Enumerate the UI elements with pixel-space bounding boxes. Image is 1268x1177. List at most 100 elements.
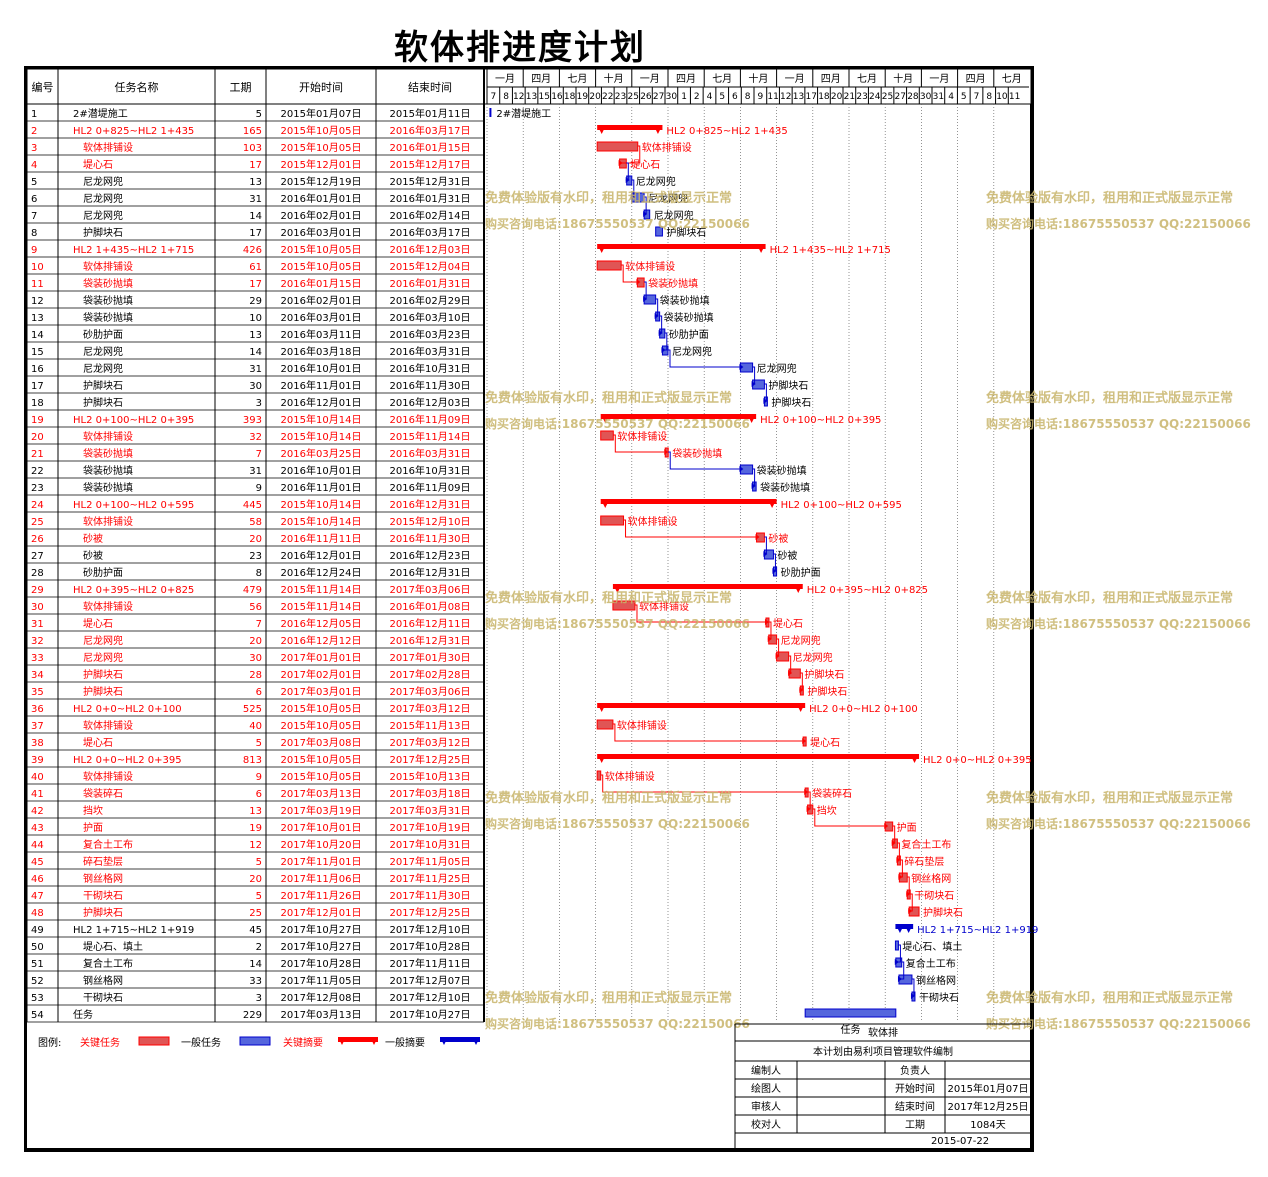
task-end: 2016年12月03日 xyxy=(390,396,471,409)
task-duration: 165 xyxy=(243,126,262,137)
bar-label: 软体排铺设 xyxy=(642,141,692,154)
task-end: 2016年03月17日 xyxy=(390,226,471,239)
bar-label: 尼龙网兜 xyxy=(793,651,833,664)
task-duration: 5 xyxy=(256,857,262,868)
task-id: 27 xyxy=(31,551,44,562)
task-id: 2 xyxy=(31,126,37,137)
bar-label: 袋装砂抛填 xyxy=(648,277,698,290)
task-start: 2017年02月01日 xyxy=(281,668,362,681)
day-label: 8 xyxy=(986,92,992,102)
dependency-arrow xyxy=(806,806,811,812)
bar-label: 尼龙网兜 xyxy=(672,345,712,358)
bar-label: 砂肋护面 xyxy=(781,566,821,579)
task-bar xyxy=(655,226,663,237)
task-name: 砂被 xyxy=(83,532,103,545)
info-cell: 负责人 xyxy=(900,1064,930,1077)
task-start: 2016年03月25日 xyxy=(281,447,362,460)
task-duration: 5 xyxy=(256,738,262,749)
day-label: 23 xyxy=(615,92,626,102)
task-start: 2017年11月05日 xyxy=(281,974,362,987)
task-id: 11 xyxy=(31,279,44,290)
task-start: 2017年10月27日 xyxy=(281,923,362,936)
dependency-arrow xyxy=(775,653,780,659)
day-label: 27 xyxy=(894,92,905,102)
legend-critical-swatch xyxy=(138,1036,170,1046)
task-id: 8 xyxy=(31,228,37,239)
watermark-text: 免费体验版有水印，租用和正式版显示正常 xyxy=(986,390,1233,406)
task-name: 钢丝格网 xyxy=(83,974,123,987)
task-end: 2017年11月25日 xyxy=(390,872,471,885)
task-bar xyxy=(804,1008,897,1018)
task-name: 护脚块石 xyxy=(83,379,123,392)
task-start: 2015年10月05日 xyxy=(281,141,362,154)
summary-cap xyxy=(597,703,607,712)
watermark-text: 购买咨询电话:18675550537 QQ:22150066 xyxy=(986,216,1251,231)
task-id: 38 xyxy=(31,738,44,749)
task-start: 2016年12月05日 xyxy=(281,617,362,630)
day-label: 24 xyxy=(869,92,881,102)
task-id: 32 xyxy=(31,636,44,647)
watermark-text: 购买咨询电话:18675550537 QQ:22150066 xyxy=(485,416,750,431)
task-end: 2017年03月06日 xyxy=(390,685,471,698)
task-name: 堤心石 xyxy=(83,159,113,171)
task-start: 2015年10月05日 xyxy=(281,243,362,256)
day-label: 18 xyxy=(564,92,576,102)
task-end: 2017年03月12日 xyxy=(390,702,471,715)
task-id: 51 xyxy=(31,959,44,970)
watermark-text: 免费体验版有水印，租用和正式版显示正常 xyxy=(485,190,732,206)
dependency-arrow xyxy=(788,670,793,676)
legend-critical-summary-swatch xyxy=(338,1037,378,1042)
task-name: 软体排铺设 xyxy=(83,770,133,783)
legend-critical-summary: 关键摘要 xyxy=(283,1036,323,1049)
task-start: 2017年03月13日 xyxy=(281,787,362,800)
quarter-label: 四月 xyxy=(531,73,551,85)
bar-label: 尼龙网兜 xyxy=(654,209,694,222)
task-id: 24 xyxy=(31,500,44,511)
task-id: 41 xyxy=(31,789,44,800)
task-duration: 5 xyxy=(256,109,262,120)
quarter-label: 十月 xyxy=(748,72,768,85)
day-label: 31 xyxy=(933,92,944,102)
task-start: 2015年10月05日 xyxy=(281,124,362,137)
task-id: 35 xyxy=(31,687,44,698)
summary-bar xyxy=(600,499,777,504)
bar-label: HL2 0+395~HL2 0+825 xyxy=(807,585,928,596)
bar-label: 砂被 xyxy=(768,532,788,545)
bar-label: 护脚块石 xyxy=(804,668,844,681)
task-bar xyxy=(596,141,639,152)
info-cell: 校对人 xyxy=(751,1118,781,1131)
task-duration: 14 xyxy=(249,347,262,358)
dependency-arrow xyxy=(898,874,903,880)
bar-label: 尼龙网兜 xyxy=(757,362,797,375)
watermark-text: 购买咨询电话:18675550537 QQ:22150066 xyxy=(986,616,1251,631)
bar-label: 2#潜堤施工 xyxy=(496,107,551,120)
task-name: 尼龙网兜 xyxy=(83,634,123,647)
task-name: 袋装砂抛填 xyxy=(83,294,133,307)
task-duration: 9 xyxy=(256,483,262,494)
dependency-arrow xyxy=(802,738,807,744)
task-name: 护脚块石 xyxy=(83,685,123,698)
watermark-text: 免费体验版有水印，租用和正式版显示正常 xyxy=(485,390,732,406)
bar-label: 干砌块石 xyxy=(914,890,954,902)
task-name: HL2 1+715~HL2 1+919 xyxy=(73,925,194,936)
dependency-arrow xyxy=(755,534,760,540)
legend-cap xyxy=(472,1037,480,1045)
info-cell: 2015年01月07日 xyxy=(948,1082,1029,1095)
task-end: 2017年01月30日 xyxy=(390,651,471,664)
day-label: 4 xyxy=(948,92,954,102)
dependency-arrow xyxy=(897,976,902,982)
legend-normal-swatch xyxy=(239,1036,271,1046)
day-label: 22 xyxy=(602,92,613,102)
task-name: 软体排铺设 xyxy=(83,719,133,732)
info-cell: 审核人 xyxy=(751,1100,781,1113)
watermark-text: 购买咨询电话:18675550537 QQ:22150066 xyxy=(986,1016,1251,1031)
info-date: 2015-07-22 xyxy=(931,1136,989,1147)
task-end: 2017年12月25日 xyxy=(390,906,471,919)
task-id: 45 xyxy=(31,857,44,868)
task-name: HL2 0+825~HL2 1+435 xyxy=(73,126,194,137)
task-name: HL2 0+100~HL2 0+595 xyxy=(73,500,194,511)
task-id: 40 xyxy=(31,772,44,783)
task-bar xyxy=(600,430,614,441)
day-label: 10 xyxy=(996,92,1008,102)
task-duration: 7 xyxy=(256,449,262,460)
